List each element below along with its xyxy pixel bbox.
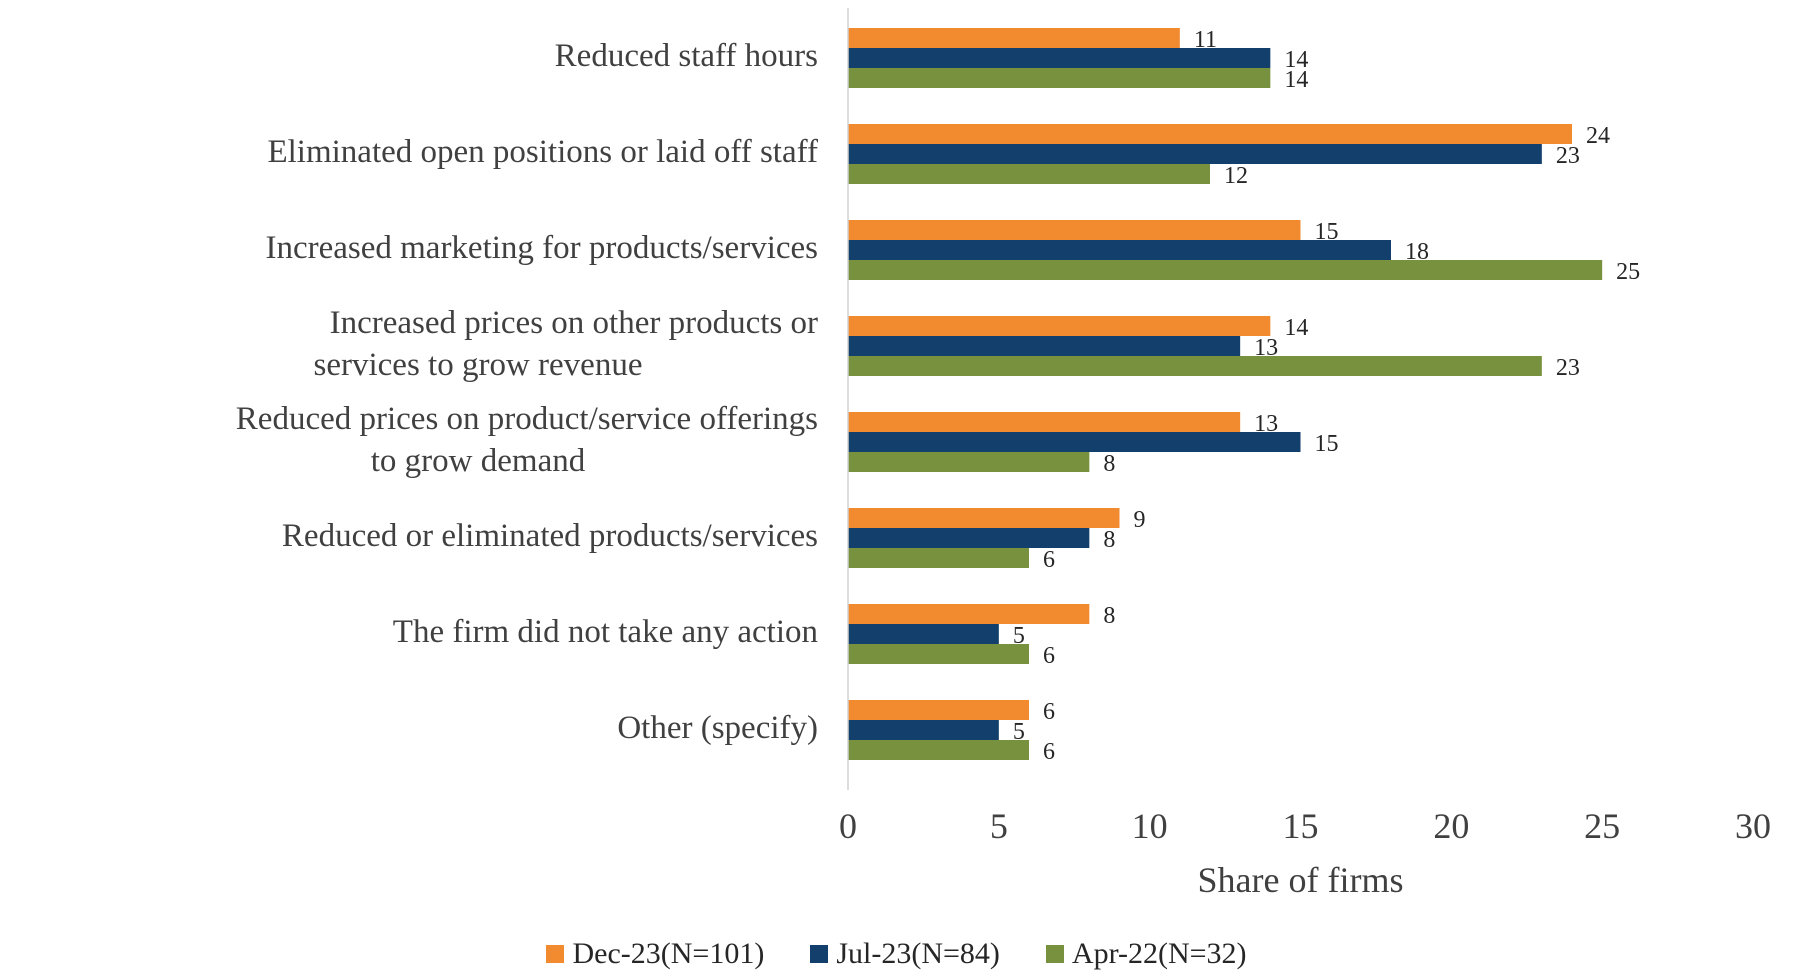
bar (848, 508, 1120, 528)
bar (848, 432, 1301, 452)
data-label: 6 (1043, 643, 1055, 669)
bar (848, 124, 1572, 144)
x-tick-label: 5 (990, 806, 1008, 846)
category-label: Increased prices on other products or ser… (314, 305, 818, 383)
data-label: 6 (1043, 699, 1055, 725)
data-label: 8 (1103, 451, 1115, 477)
data-label: 5 (1013, 623, 1025, 649)
bar (848, 260, 1603, 280)
bar (848, 548, 1029, 568)
data-label: 14 (1284, 67, 1308, 93)
legend-label: Jul-23(N=84) (836, 937, 1000, 970)
bar (848, 28, 1180, 48)
category-label: Reduced prices on product/service offeri… (236, 401, 818, 479)
category-labels: Reduced staff hours Eliminated open posit… (236, 38, 818, 746)
bar (848, 48, 1271, 68)
data-label: 23 (1556, 355, 1580, 381)
category-label: Increased marketing for products/service… (265, 230, 818, 266)
data-label: 13 (1254, 335, 1278, 361)
x-tick-label: 10 (1132, 806, 1168, 846)
category-label: The firm did not take any action (393, 614, 818, 650)
bar (848, 144, 1542, 164)
bar (848, 604, 1090, 624)
x-tick-label: 30 (1735, 806, 1771, 846)
x-tick-label: 25 (1584, 806, 1620, 846)
chart: Reduced staff hours Eliminated open posit… (236, 8, 1771, 900)
legend-label: Dec-23(N=101) (572, 937, 765, 970)
bar (848, 740, 1029, 760)
bar (848, 316, 1271, 336)
bar (848, 412, 1241, 432)
legend-label: Apr-22(N=32) (1071, 937, 1247, 970)
data-label: 8 (1103, 527, 1115, 553)
bar (848, 720, 999, 740)
bar (848, 164, 1210, 184)
data-label: 18 (1405, 239, 1429, 265)
data-label: 14 (1284, 47, 1308, 73)
data-label: 25 (1616, 259, 1640, 285)
bars (848, 28, 1603, 760)
legend-item: Apr-22(N=32) (1045, 937, 1247, 971)
bar (848, 336, 1241, 356)
data-label: 15 (1315, 431, 1339, 457)
data-label: 9 (1134, 507, 1146, 533)
bar (848, 624, 999, 644)
legend-swatch (810, 945, 829, 963)
bar (848, 220, 1301, 240)
data-label: 8 (1103, 603, 1115, 629)
category-label: Other (specify) (617, 710, 818, 746)
data-label: 14 (1284, 315, 1308, 341)
data-label: 5 (1013, 719, 1025, 745)
data-label: 6 (1043, 547, 1055, 573)
category-label: Reduced staff hours (555, 38, 818, 74)
bar (848, 240, 1391, 260)
bar (848, 700, 1029, 720)
data-label: 13 (1254, 411, 1278, 437)
bar (848, 528, 1090, 548)
data-label: 24 (1586, 123, 1610, 149)
bar (848, 68, 1271, 88)
data-label: 11 (1194, 27, 1217, 53)
data-label: 23 (1556, 143, 1580, 169)
data-label: 6 (1043, 739, 1055, 765)
data-label: 15 (1315, 219, 1339, 245)
x-tick-label: 0 (839, 806, 857, 846)
x-tick-label: 20 (1433, 806, 1469, 846)
bar (848, 644, 1029, 664)
category-label: Eliminated open positions or laid off st… (267, 134, 818, 170)
legend: Dec-23(N=101) Jul-23(N=84) Apr-22(N=32) (0, 937, 1793, 971)
legend-item: Dec-23(N=101) (546, 937, 764, 971)
legend-item: Jul-23(N=84) (810, 937, 1000, 971)
x-axis-title: Share of firms (1198, 860, 1404, 900)
bar (848, 356, 1542, 376)
legend-swatch (1045, 945, 1064, 963)
category-label: Reduced or eliminated products/services (282, 518, 818, 554)
data-label: 12 (1224, 163, 1248, 189)
legend-swatch (546, 945, 565, 963)
x-tick-label: 15 (1283, 806, 1319, 846)
bar (848, 452, 1090, 472)
x-tick-labels: 0 5 10 15 20 25 30 (839, 806, 1771, 846)
